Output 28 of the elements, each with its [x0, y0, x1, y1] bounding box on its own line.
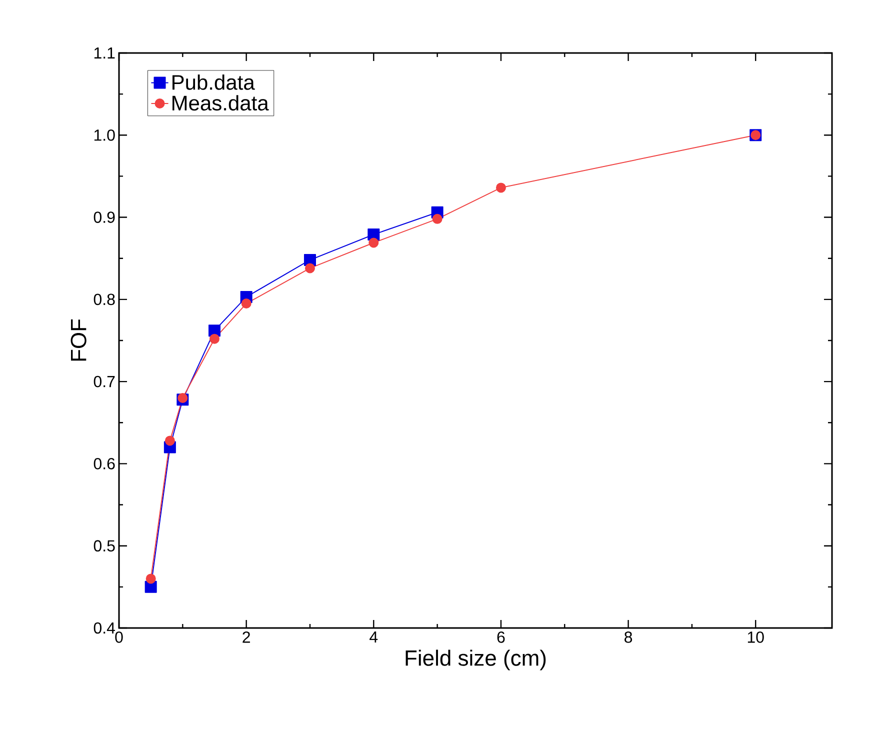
point: [146, 574, 156, 584]
y-tick-label: 0.7: [94, 376, 115, 388]
point: [164, 436, 175, 446]
point: [178, 392, 188, 403]
legend-label: Meas.data: [172, 95, 269, 111]
x-axis-title: Field size (cm): [406, 650, 546, 670]
x-tick-label: 2: [242, 632, 250, 643]
y-tick-label: 0.6: [94, 458, 115, 470]
point: [496, 182, 506, 193]
y-tick-label: 0.9: [94, 212, 115, 223]
x-tick-label: 8: [624, 632, 632, 643]
y-tick-label: 0.5: [94, 540, 115, 552]
point: [304, 263, 315, 274]
point: [368, 238, 379, 248]
x-tick-label: 6: [497, 632, 505, 643]
point: [209, 334, 220, 344]
legend-label: Pub.data: [172, 74, 255, 90]
point: [432, 214, 442, 224]
y-tick-label: 1.0: [94, 129, 115, 141]
x-tick-label: 4: [370, 632, 378, 643]
x-tick-label: 0: [115, 632, 123, 643]
y-tick-label: 0.4: [94, 622, 115, 634]
y-axis-title: FOF: [70, 319, 86, 361]
y-tick-label: 0.8: [94, 294, 115, 306]
point: [241, 298, 252, 309]
point: [208, 324, 220, 337]
x-tick-label: 10: [748, 632, 764, 643]
y-tick-label: 1.1: [94, 47, 115, 58]
